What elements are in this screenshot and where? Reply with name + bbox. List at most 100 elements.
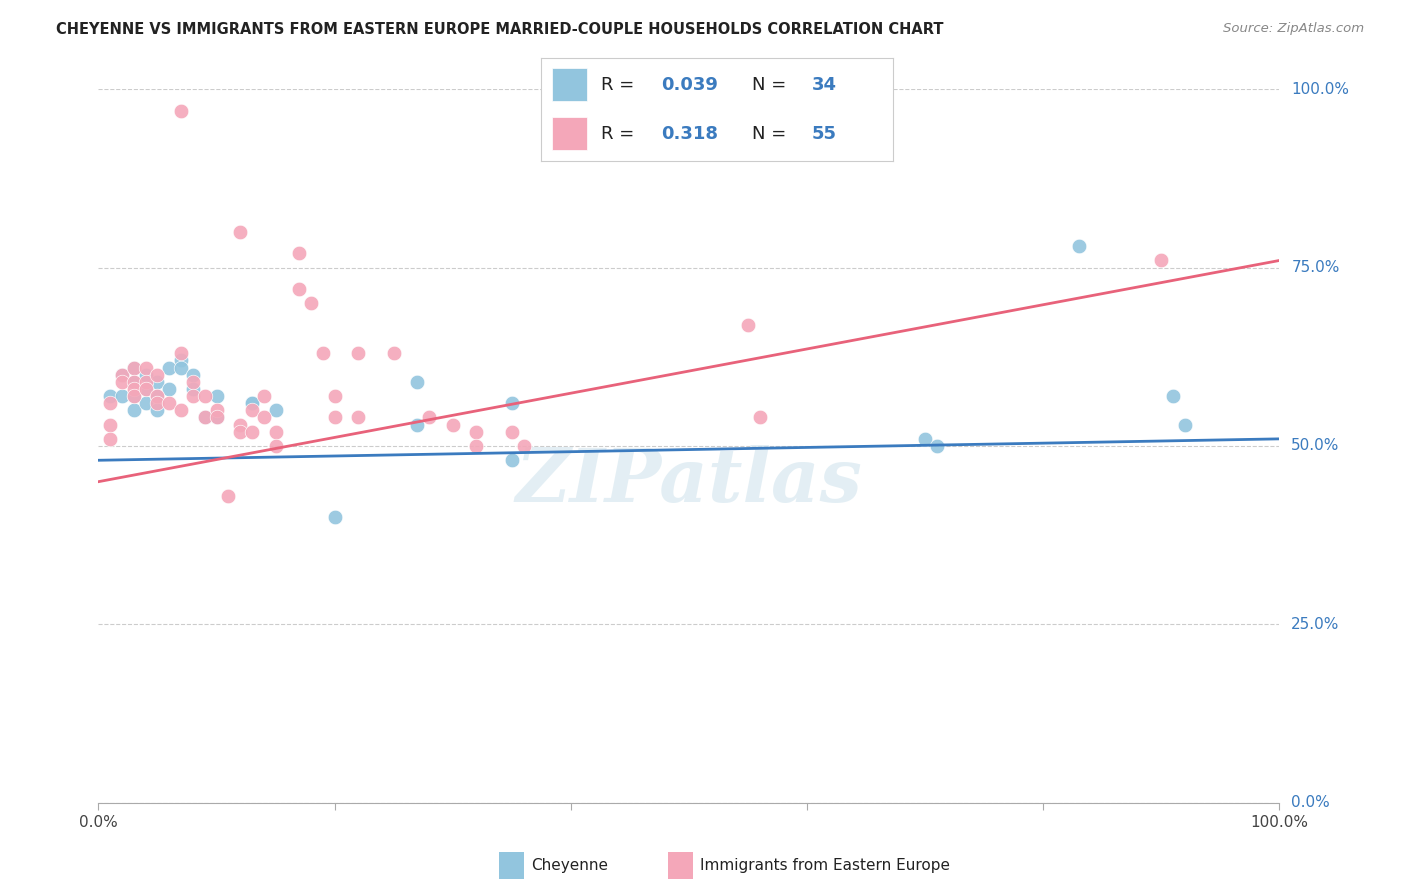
Point [347, 346, 370, 360]
Point [737, 318, 759, 332]
Text: CHEYENNE VS IMMIGRANTS FROM EASTERN EUROPE MARRIED-COUPLE HOUSEHOLDS CORRELATION: CHEYENNE VS IMMIGRANTS FROM EASTERN EURO… [56, 22, 943, 37]
Point [217, 489, 239, 503]
Point [323, 389, 346, 403]
Text: 55: 55 [813, 125, 837, 143]
Point [229, 417, 252, 432]
Point [146, 389, 169, 403]
Point [135, 368, 157, 382]
Point [205, 410, 228, 425]
Point [111, 375, 134, 389]
Text: ZIPatlas: ZIPatlas [516, 445, 862, 518]
Point [111, 368, 134, 382]
Point [253, 389, 276, 403]
Point [406, 375, 429, 389]
Point [146, 368, 169, 382]
Point [465, 425, 488, 439]
Point [264, 403, 287, 417]
Point [288, 246, 311, 260]
Point [240, 396, 263, 410]
Point [501, 453, 523, 467]
Point [205, 410, 228, 425]
Point [157, 382, 180, 396]
Text: 25.0%: 25.0% [1291, 617, 1340, 632]
Point [98, 396, 121, 410]
Point [194, 389, 217, 403]
Point [122, 375, 145, 389]
Point [194, 410, 217, 425]
Point [347, 410, 370, 425]
Point [465, 439, 488, 453]
Point [157, 360, 180, 375]
Point [122, 360, 145, 375]
Point [925, 439, 948, 453]
FancyBboxPatch shape [551, 69, 588, 101]
Text: 0.039: 0.039 [661, 76, 717, 94]
Point [1174, 417, 1197, 432]
Point [135, 375, 157, 389]
Point [135, 396, 157, 410]
Point [264, 425, 287, 439]
Point [135, 382, 157, 396]
Point [418, 410, 440, 425]
Text: 0.318: 0.318 [661, 125, 718, 143]
Point [170, 103, 193, 118]
Point [264, 439, 287, 453]
Point [170, 346, 193, 360]
Point [98, 417, 121, 432]
Point [181, 382, 204, 396]
Point [205, 389, 228, 403]
Point [240, 403, 263, 417]
Text: R =: R = [602, 76, 640, 94]
Text: 50.0%: 50.0% [1291, 439, 1340, 453]
Point [1150, 253, 1173, 268]
Text: N =: N = [752, 125, 792, 143]
Point [170, 403, 193, 417]
Point [501, 425, 523, 439]
Point [122, 389, 145, 403]
Point [441, 417, 464, 432]
Point [181, 368, 204, 382]
Point [122, 375, 145, 389]
Point [205, 403, 228, 417]
Text: 34: 34 [813, 76, 837, 94]
Point [323, 510, 346, 524]
Point [111, 389, 134, 403]
Point [512, 439, 534, 453]
Text: Source: ZipAtlas.com: Source: ZipAtlas.com [1223, 22, 1364, 36]
Point [146, 375, 169, 389]
Point [382, 346, 405, 360]
Text: Immigrants from Eastern Europe: Immigrants from Eastern Europe [700, 858, 950, 872]
Point [135, 382, 157, 396]
Text: Cheyenne: Cheyenne [531, 858, 609, 872]
Point [146, 389, 169, 403]
Text: N =: N = [752, 76, 792, 94]
Point [111, 368, 134, 382]
Point [406, 417, 429, 432]
Point [181, 389, 204, 403]
Text: R =: R = [602, 125, 640, 143]
Point [312, 346, 335, 360]
Point [240, 425, 263, 439]
Text: 0.0%: 0.0% [1291, 796, 1330, 810]
Point [122, 382, 145, 396]
Point [122, 389, 145, 403]
FancyBboxPatch shape [551, 118, 588, 150]
Point [229, 425, 252, 439]
Point [181, 375, 204, 389]
Text: 100.0%: 100.0% [1291, 82, 1350, 96]
Point [914, 432, 936, 446]
Point [229, 225, 252, 239]
Point [288, 282, 311, 296]
Point [146, 403, 169, 417]
Point [122, 403, 145, 417]
Point [98, 432, 121, 446]
Point [135, 360, 157, 375]
Point [323, 410, 346, 425]
Point [253, 410, 276, 425]
Text: 75.0%: 75.0% [1291, 260, 1340, 275]
Point [240, 396, 263, 410]
Point [299, 296, 322, 310]
Point [157, 396, 180, 410]
Point [501, 396, 523, 410]
Point [98, 389, 121, 403]
